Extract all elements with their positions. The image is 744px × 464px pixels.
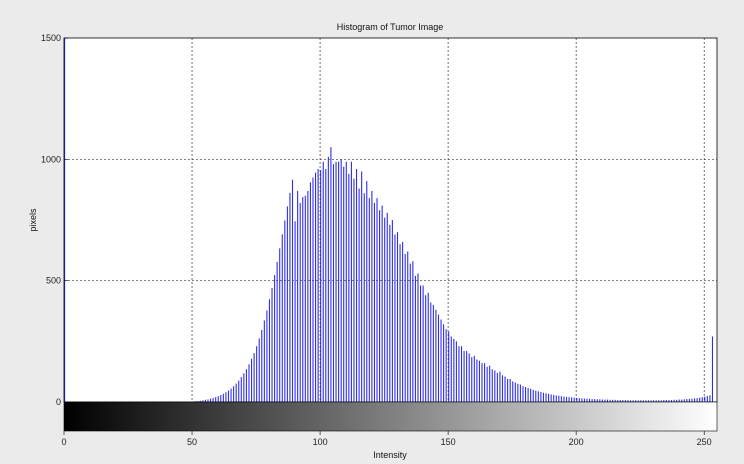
- y-tick-label: 1000: [41, 154, 61, 164]
- grid-lines: [64, 38, 717, 402]
- x-axis-ticks: 0 50 100 150 200 250: [61, 431, 712, 447]
- x-tick-label: 100: [313, 437, 328, 447]
- x-tick-label: 0: [61, 437, 66, 447]
- colorbar-border: [63, 401, 718, 432]
- y-axis-label: pixels: [28, 208, 38, 232]
- x-tick-label: 200: [569, 437, 584, 447]
- x-tick-label: 250: [697, 437, 712, 447]
- x-tick-label: 150: [441, 437, 456, 447]
- x-tick-label: 50: [187, 437, 197, 447]
- y-tick-label: 0: [56, 397, 61, 407]
- y-axis-ticks: 0 500 1000 1500: [41, 33, 68, 407]
- y-tick-label: 500: [46, 276, 61, 286]
- y-tick-label: 1500: [41, 33, 61, 43]
- chart-title: Histogram of Tumor Image: [337, 22, 444, 32]
- plot-area: [64, 38, 717, 402]
- x-axis-label: Intensity: [373, 450, 407, 460]
- bar-series: [64, 38, 714, 402]
- intensity-colorbar: [64, 402, 717, 431]
